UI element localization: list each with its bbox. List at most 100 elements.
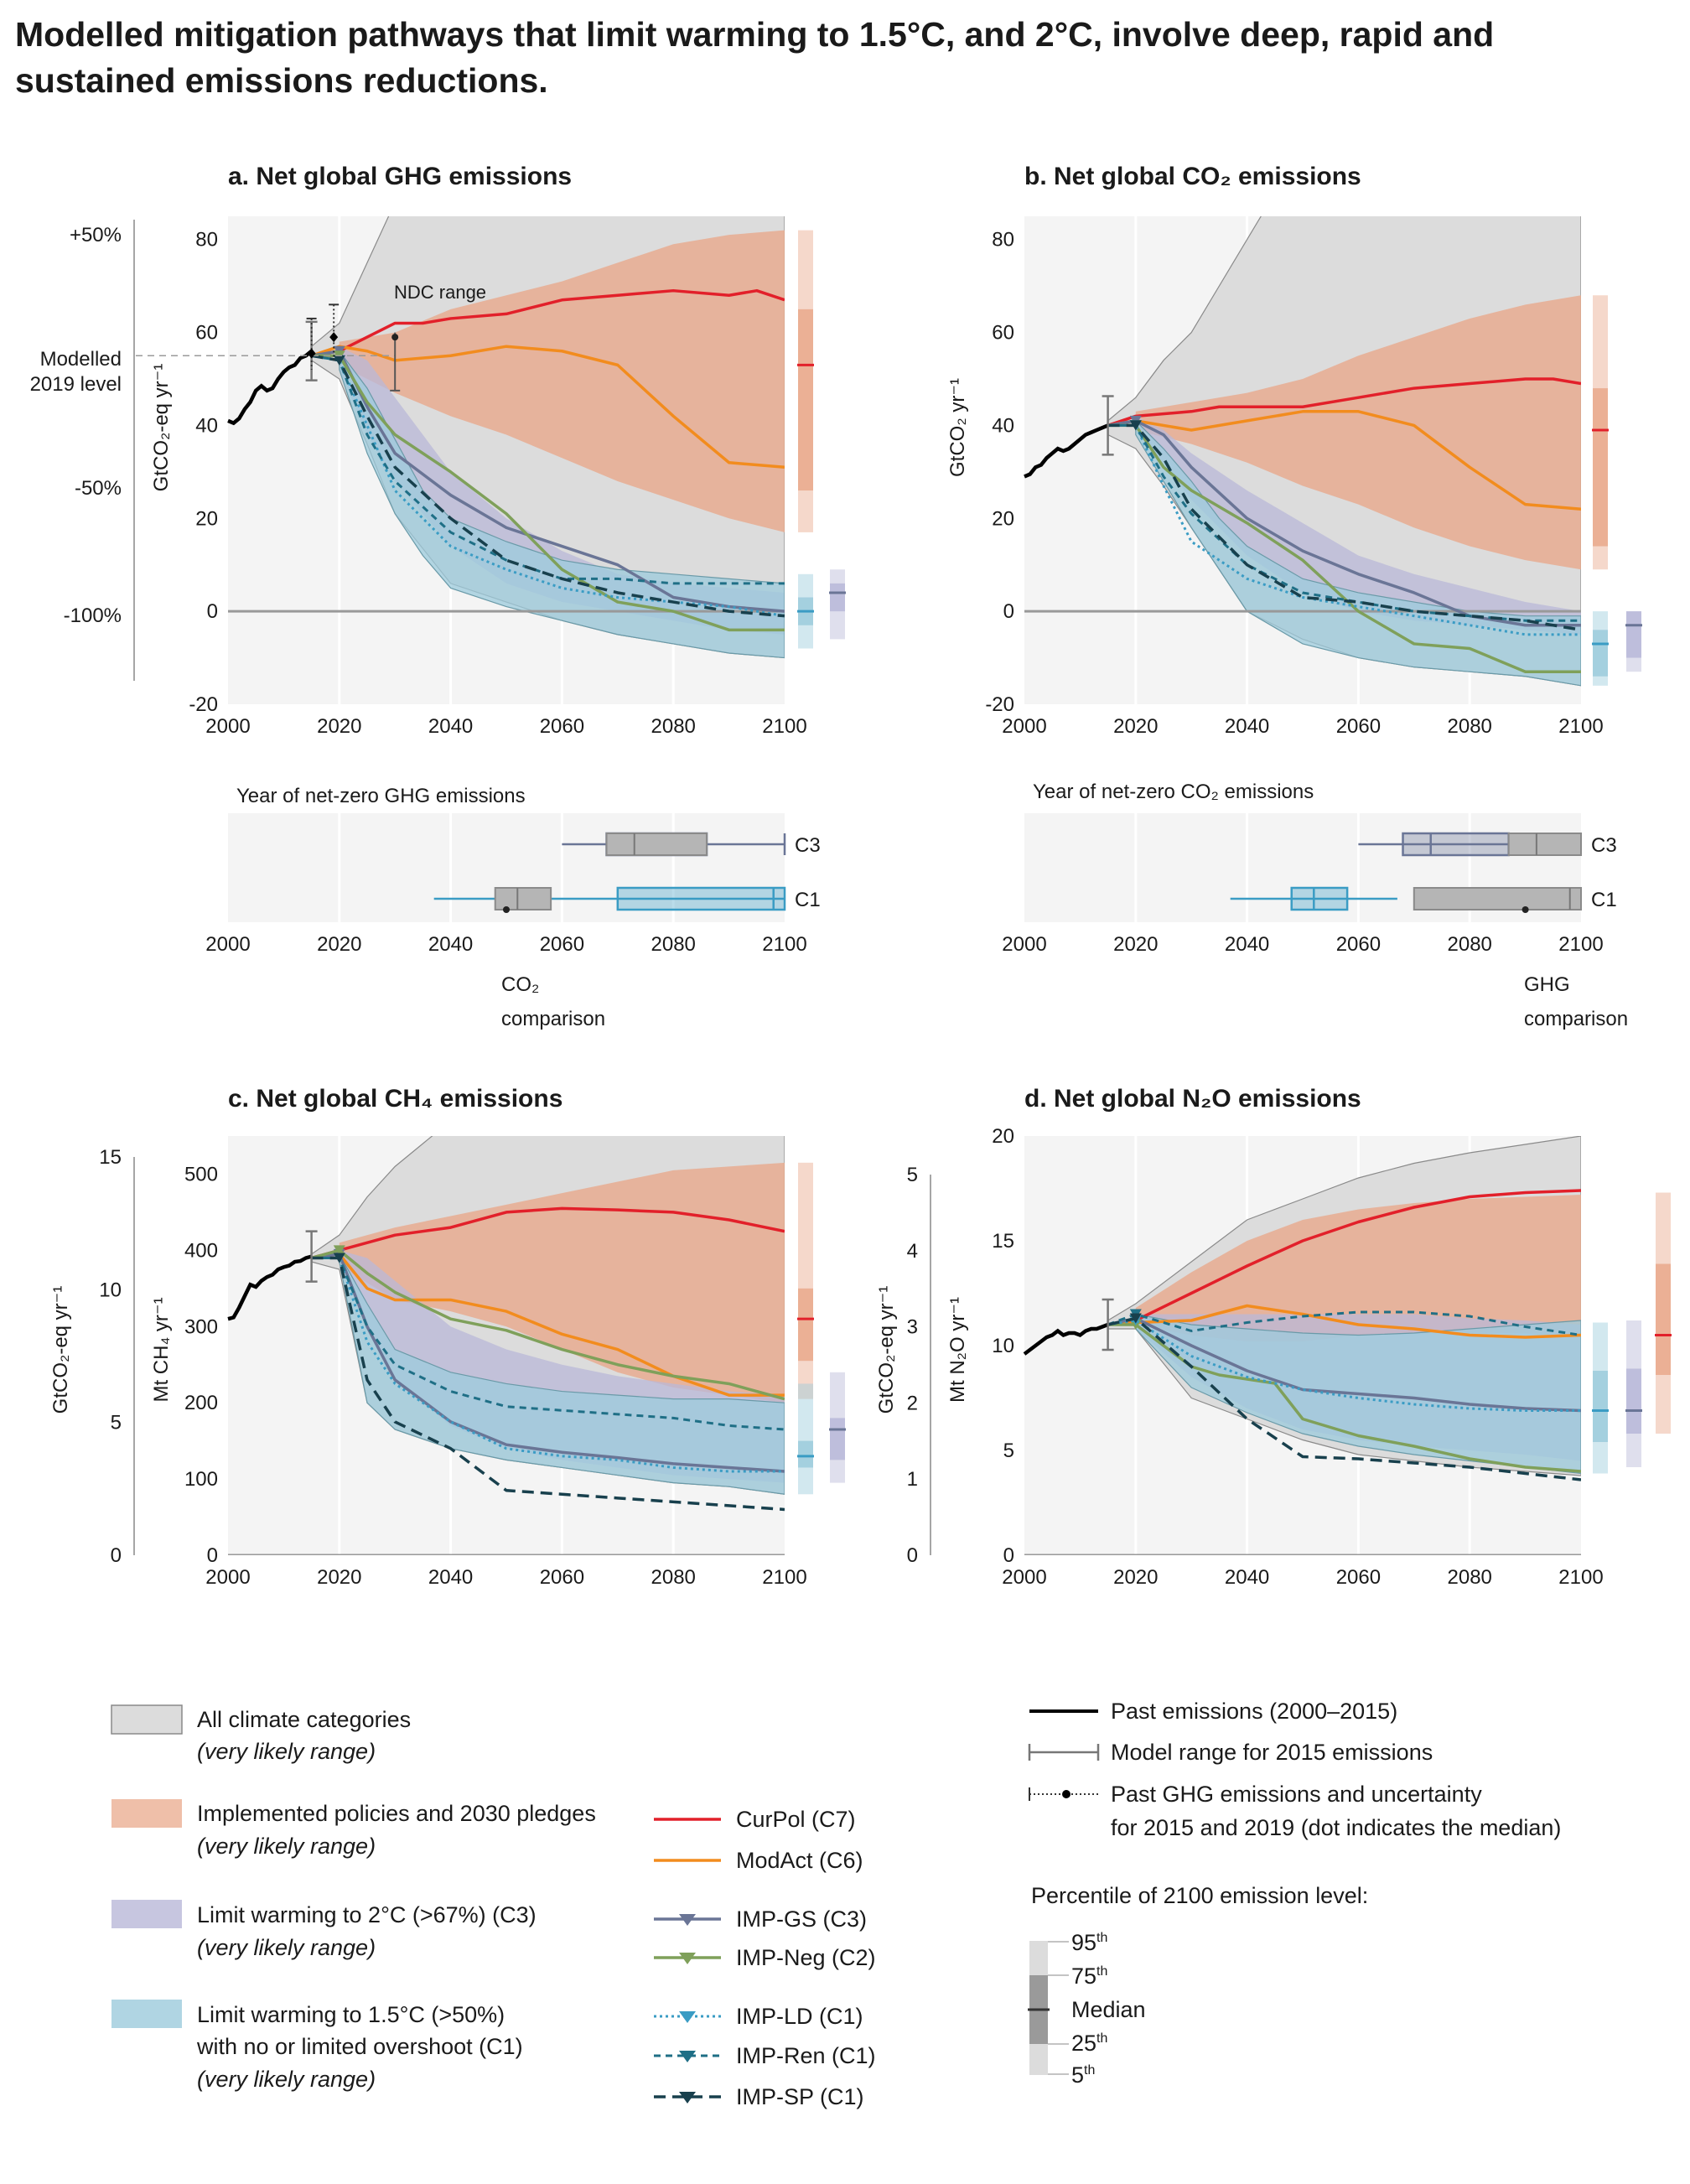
- legend-ren: IMP-Ren (C1): [736, 2043, 876, 2068]
- panel-a-xtick-2020: 2020: [317, 715, 361, 738]
- legend-all-2: (very likely range): [197, 1739, 376, 1764]
- panel-a-xtick-2060: 2060: [540, 715, 584, 738]
- panel-b-xtick-2020: 2020: [1113, 715, 1158, 738]
- panel-c-ytick-300: 300: [184, 1315, 218, 1338]
- panel-c-secondary-ytick-5: 5: [111, 1412, 122, 1434]
- panel-b-netzero-xtick-2080: 2080: [1448, 933, 1492, 956]
- panel-c-pct-c1-outer: [798, 1383, 813, 1495]
- panel-a-netzero-xtick-2020: 2020: [317, 933, 361, 956]
- panel-b-netzero-title: Year of net-zero CO₂ emissions: [1033, 781, 1314, 803]
- panel-c-xtick-2000: 2000: [205, 1566, 250, 1589]
- panel-b-plot-area: [1024, 216, 1581, 687]
- panel-c-pct-policy-outer: [798, 1162, 813, 1399]
- panel-a-series-curpol: [311, 288, 785, 358]
- panel-b-netzero-c3-box: [1402, 832, 1510, 857]
- legend-gs: IMP-GS (C3): [736, 1906, 867, 1932]
- panel-d-pct-c3-inner: [1626, 1368, 1641, 1434]
- panel-b-xtick-2100: 2100: [1558, 715, 1603, 738]
- panel-b-ylabel: GtCO₂ yr⁻¹: [946, 378, 969, 477]
- legend-p5: 5th: [1071, 2062, 1095, 2088]
- panel-b-chart: 2000 2020 2040 2060 2080 2100-200204060802000…: [985, 216, 1642, 956]
- panel-a-series-modact: [311, 345, 785, 469]
- panel-c-ytick-200: 200: [184, 1392, 218, 1414]
- legend-p75: 75th: [1071, 1964, 1107, 1989]
- panel-a-netzero-xtick-2000: 2000: [205, 933, 250, 956]
- panel-a-netzero-c1-box: [616, 886, 786, 911]
- panel-b-xtick-2080: 2080: [1448, 715, 1492, 738]
- legend-c1-3: (very likely range): [197, 2067, 376, 2092]
- past-uncertainty-dot-2015: [307, 348, 316, 359]
- panel-b-ytick-0: 0: [1003, 600, 1014, 623]
- panel-c-xtick-2040: 2040: [428, 1566, 473, 1589]
- legend-c3-2: (very likely range): [197, 1935, 376, 1960]
- panel-a-past-emissions: [227, 350, 314, 426]
- panel-d-xtick-2060: 2060: [1336, 1566, 1381, 1589]
- panel-a-comparison-2: comparison: [501, 1008, 605, 1030]
- legend-unc-1: Past GHG emissions and uncertainty: [1111, 1782, 1482, 1807]
- legend-curpol: CurPol (C7): [736, 1807, 856, 1832]
- panel-a-ytick-0: 0: [207, 600, 218, 623]
- legend-modact: ModAct (C6): [736, 1848, 863, 1873]
- panel-c-chart: 2000 2020 2040 2060 2080 21000100200300400500…: [99, 1136, 846, 1589]
- legend-swatch-all: [111, 1704, 183, 1735]
- panel-d-secondary-ytick-3: 3: [907, 1316, 918, 1339]
- panel-c-plot-area: [228, 1136, 785, 1555]
- panel-b-comparison-dot: [1522, 906, 1529, 913]
- legend-swatch-policy: [111, 1799, 182, 1828]
- panel-a-ytick-20: 20: [195, 507, 218, 530]
- legend-p95: 95th: [1071, 1930, 1107, 1955]
- legend: All climate categories (very likely rang…: [111, 1699, 1561, 2109]
- legend-swatch-c1: [111, 2000, 182, 2028]
- legend-median: Median: [1071, 1997, 1146, 2022]
- panel-b-xtick-2040: 2040: [1225, 715, 1269, 738]
- panel-d-plot-area: [1024, 1136, 1581, 1555]
- panel-d-ytick-20: 20: [992, 1125, 1014, 1148]
- panel-a-netzero-xtick-2080: 2080: [651, 933, 696, 956]
- panel-a-netzero-comparison-box-1: [494, 887, 552, 910]
- panel-b-netzero-xtick-2000: 2000: [1002, 933, 1046, 956]
- panel-b-series-gs: [1107, 419, 1581, 627]
- panel-b-marker-sp: [1129, 420, 1142, 431]
- panel-b-past-emissions: [1024, 423, 1109, 479]
- panel-a-secondary-tick-minus100: -100%: [64, 604, 122, 627]
- panel-b-band-c1: [1135, 419, 1581, 687]
- legend-past: Past emissions (2000–2015): [1111, 1699, 1397, 1724]
- panel-a-label-c1: C1: [795, 889, 821, 911]
- panel-a-xtick-2000: 2000: [205, 715, 250, 738]
- legend-swatch-c3: [111, 1900, 182, 1928]
- panel-b-ytick-60: 60: [992, 322, 1014, 345]
- panel-c-series-modact: [311, 1253, 785, 1397]
- legend-neg: IMP-Neg (C2): [736, 1945, 876, 1970]
- panel-c-pct-policy-inner: [798, 1288, 813, 1362]
- panel-d-pct-policy-inner: [1656, 1263, 1671, 1375]
- panel-c-marker-neg: [333, 1245, 345, 1256]
- panel-a-ytick-80: 80: [195, 229, 218, 252]
- legend-policy-1: Implemented policies and 2030 pledges: [197, 1801, 596, 1826]
- panel-d-xtick-2100: 2100: [1558, 1566, 1603, 1589]
- panel-b-title: b. Net global CO₂ emissions: [1024, 163, 1361, 190]
- panel-b-pct-c3-inner: [1626, 611, 1641, 658]
- panel-c-ytick-0: 0: [207, 1544, 218, 1567]
- panel-a-comparison-1: CO₂: [501, 973, 539, 996]
- ndc-range-label: NDC range: [394, 282, 486, 303]
- panel-d-series-modact: [1107, 1304, 1581, 1339]
- panel-d-series-ld: [1107, 1319, 1581, 1412]
- panel-a-band-policies: [339, 230, 785, 532]
- panel-c-ytick-100: 100: [184, 1468, 218, 1491]
- legend-c1-2: with no or limited overshoot (C1): [196, 2034, 523, 2059]
- panel-b-netzero-xtick-2040: 2040: [1225, 933, 1269, 956]
- panel-a-title: a. Net global GHG emissions: [228, 163, 572, 190]
- panel-a-secondary-tick-plus50: +50%: [70, 224, 122, 246]
- panel-c-past-emissions: [227, 1254, 313, 1321]
- panel-a-chart: 2000 2020 2040 2060 2080 2100-200204060802000…: [136, 216, 846, 956]
- panel-d-secondary-ytick-4: 4: [907, 1240, 918, 1263]
- panel-d-xtick-2020: 2020: [1113, 1566, 1158, 1589]
- panel-d-secondary-ytick-2: 2: [907, 1392, 918, 1414]
- legend-ld: IMP-LD (C1): [736, 2004, 863, 2029]
- panel-a-plot-area: [228, 216, 785, 659]
- panel-b-ytick-80: 80: [992, 229, 1014, 252]
- panel-c-ylabel-secondary: GtCO₂-eq yr⁻¹: [49, 1286, 72, 1414]
- panel-c-xtick-2100: 2100: [762, 1566, 806, 1589]
- panel-d-ylabel-secondary: GtCO₂-eq yr⁻¹: [875, 1286, 898, 1414]
